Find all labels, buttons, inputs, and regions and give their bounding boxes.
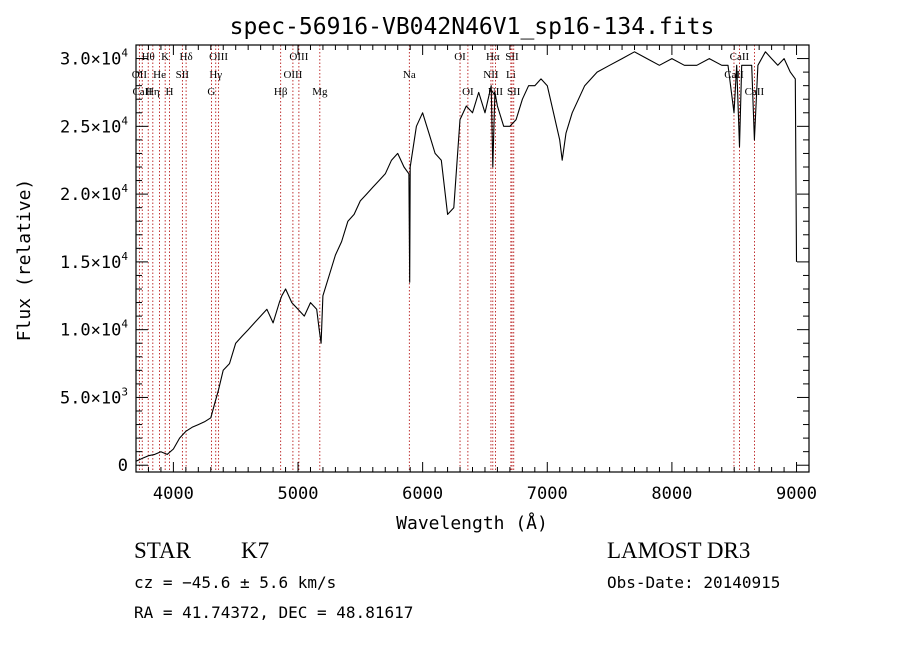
- y-tick-exponent: 4: [121, 47, 128, 60]
- marker-label: He: [153, 69, 166, 81]
- x-tick-label: 4000: [153, 484, 194, 504]
- x-tick-label: 5000: [278, 484, 319, 504]
- marker-label: SII: [507, 86, 521, 98]
- marker-label: Hη: [146, 86, 160, 98]
- marker-label: OIII: [209, 51, 228, 63]
- marker-label: CaII: [730, 51, 750, 63]
- marker-label: Hθ: [142, 51, 155, 63]
- obs-date-text: Obs-Date: 20140915: [607, 573, 781, 592]
- marker-label: Hγ: [209, 69, 222, 81]
- x-tick-label: 9000: [776, 484, 817, 504]
- marker-label: Na: [403, 69, 416, 81]
- marker-label: Mg: [312, 86, 328, 98]
- marker-label: OII: [132, 69, 148, 81]
- y-tick-label: 5.0×103: [60, 385, 128, 408]
- y-tick-mantissa: 3.0×10: [60, 50, 121, 70]
- y-tick-mantissa: 2.0×10: [60, 185, 121, 205]
- y-tick-mantissa: 5.0×10: [60, 388, 121, 408]
- marker-label: Li: [506, 69, 516, 81]
- x-tick-label: 6000: [402, 484, 443, 504]
- y-tick-label: 2.0×104: [60, 182, 128, 205]
- y-axis-label: Flux (relative): [14, 179, 35, 342]
- spectrum-chart: spec-56916-VB042N46V1_sp16-134.fits Wave…: [14, 14, 817, 534]
- y-tick-mantissa: 0: [118, 456, 128, 476]
- series-line-spectrum: [135, 51, 798, 462]
- redshift-text: cz = −45.6 ± 5.6 km/s: [134, 573, 337, 592]
- marker-label: Hα: [486, 51, 500, 63]
- marker-label: OIII: [283, 69, 302, 81]
- y-tick-exponent: 3: [121, 385, 128, 398]
- survey-label: LAMOST DR3: [607, 538, 751, 563]
- x-axis-label: Wavelength (Å): [396, 512, 548, 534]
- marker-label: SII: [176, 69, 190, 81]
- series-layer: [135, 51, 798, 462]
- marker-label: NII: [483, 69, 499, 81]
- marker-label: OI: [462, 86, 474, 98]
- marker-label: CaII: [745, 86, 765, 98]
- marker-label: CaII: [132, 86, 152, 98]
- y-tick-label: 1.5×104: [60, 250, 128, 273]
- marker-label: OIII: [289, 51, 308, 63]
- marker-label: OI: [454, 51, 466, 63]
- axis-ticks: 4000 5000 6000 7000 8000 900005.0×1031.0×1041…: [60, 45, 817, 504]
- x-tick-label: 8000: [651, 484, 692, 504]
- y-tick-mantissa: 2.5×10: [60, 117, 121, 137]
- y-tick-label: 0: [118, 456, 128, 476]
- chart-title: spec-56916-VB042N46V1_sp16-134.fits: [230, 14, 715, 40]
- y-tick-label: 1.0×104: [60, 318, 128, 341]
- y-tick-label: 2.5×104: [60, 114, 128, 137]
- coordinates-text: RA = 41.74372, DEC = 48.81617: [134, 603, 414, 622]
- subclass-label: K7: [241, 538, 270, 563]
- y-tick-label: 3.0×104: [60, 47, 128, 70]
- marker-label: K: [161, 51, 169, 63]
- y-tick-mantissa: 1.5×10: [60, 253, 121, 273]
- marker-label: Hβ: [274, 86, 288, 98]
- y-tick-exponent: 4: [121, 318, 128, 331]
- marker-label: H: [166, 86, 174, 98]
- marker-label: Hδ: [180, 51, 193, 63]
- y-tick-exponent: 4: [121, 114, 128, 127]
- y-tick-exponent: 4: [121, 250, 128, 263]
- y-tick-mantissa: 1.0×10: [60, 321, 121, 341]
- class-label: STAR: [134, 538, 191, 563]
- plot-frame: [135, 44, 810, 473]
- marker-label: SII: [505, 51, 519, 63]
- marker-label: G: [207, 86, 215, 98]
- y-tick-exponent: 4: [121, 182, 128, 195]
- emission-line-markers: Hθ OII CaII K He Hη H Hδ SII OIII Hγ G OIII OIII Hβ Mg N…: [132, 45, 765, 472]
- x-tick-label: 7000: [527, 484, 568, 504]
